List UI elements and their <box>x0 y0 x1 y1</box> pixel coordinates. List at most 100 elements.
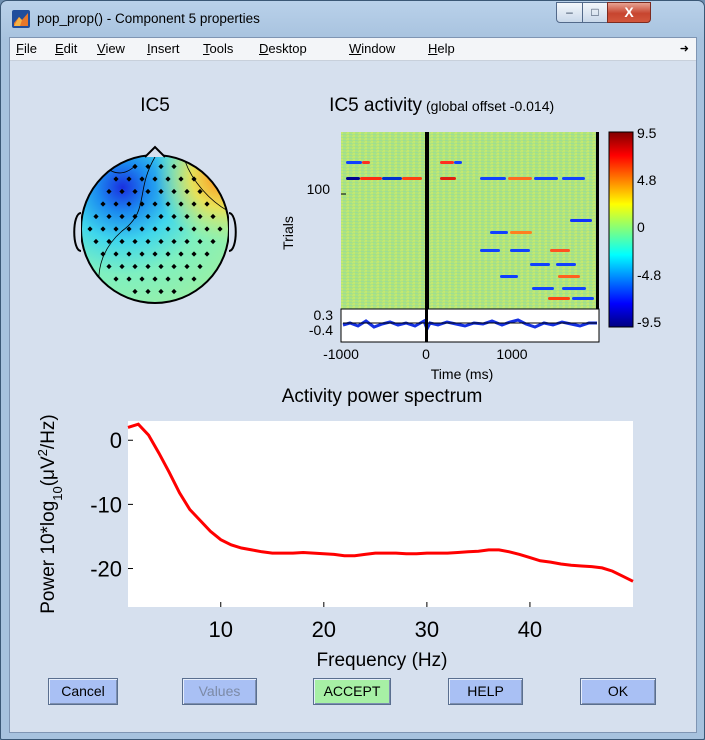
erp-trial-streak <box>530 263 550 266</box>
menu-tools[interactable]: Tools <box>203 41 234 56</box>
spectrum-ylabel: Power 10*log10(μV2/Hz) <box>35 414 65 614</box>
values-button[interactable]: Values <box>182 678 257 705</box>
electrode-dot <box>139 276 145 282</box>
electrode-dot <box>158 263 164 270</box>
accept-button[interactable]: ACCEPT <box>313 678 391 705</box>
spectrum-plot: 10 20 30 40 0 -10 -20 <box>90 421 634 642</box>
electrode-dot <box>165 276 171 282</box>
electrode-dot <box>100 226 106 232</box>
electrode-dot <box>165 251 171 257</box>
electrode-dot <box>100 201 106 207</box>
erp-trial-streak <box>534 177 558 180</box>
electrode-dot <box>106 213 112 220</box>
electrode-dot <box>171 263 177 270</box>
ok-button[interactable]: OK <box>580 678 656 705</box>
electrode-dot <box>145 163 151 170</box>
electrode-dot <box>145 263 151 270</box>
electrode-dot <box>204 251 210 257</box>
help-button[interactable]: HELP <box>448 678 523 705</box>
erp-trial-streak <box>510 249 530 252</box>
erp-trial-streak <box>548 297 570 300</box>
erp-ylabel: Trials <box>280 216 296 250</box>
arrow-icon[interactable]: ➜ <box>679 43 689 55</box>
electrode-dot <box>197 263 203 270</box>
menu-window[interactable]: Window <box>349 41 396 56</box>
erp-trial-streak <box>440 161 454 164</box>
electrode-dot <box>113 201 119 207</box>
erp-xtick-neg1000: -1000 <box>323 346 359 362</box>
electrode-dot <box>210 238 216 245</box>
erp-trial-streak <box>532 287 554 290</box>
electrode-dot <box>145 288 151 295</box>
erp-xtick-1000: 1000 <box>496 346 527 362</box>
electrode-dot <box>132 163 138 170</box>
electrode-dot <box>139 176 145 182</box>
erp-trial-streak <box>558 275 580 278</box>
electrode-dot <box>204 226 210 232</box>
colorbar-tick-4: -4.8 <box>637 267 661 283</box>
client-area: File Edit View Insert Tools Desktop Wind… <box>9 37 697 733</box>
topo-title: IC5 <box>140 95 170 116</box>
electrode-dot <box>191 176 197 182</box>
electrode-dot <box>106 263 112 270</box>
menu-view[interactable]: View <box>97 41 125 56</box>
electrode-dot <box>184 188 190 195</box>
erp-trace-plot <box>340 308 600 343</box>
electrode-dot <box>171 163 177 170</box>
window-title: pop_prop() - Component 5 properties <box>37 11 260 26</box>
menu-help[interactable]: Help <box>428 41 455 56</box>
colorbar <box>608 131 634 328</box>
minimize-button[interactable]: – <box>556 2 583 23</box>
electrode-dot <box>165 176 171 182</box>
menu-desktop[interactable]: Desktop <box>259 41 307 56</box>
electrode-dot <box>158 163 164 170</box>
erp-trial-streak <box>562 177 585 180</box>
electrode-dot <box>178 251 184 257</box>
y-tick-label: -20 <box>90 557 122 582</box>
electrode-dot <box>210 213 216 220</box>
x-tick-label: 40 <box>518 617 542 642</box>
electrode-dot <box>113 176 119 182</box>
erp-trial-streak <box>510 231 532 234</box>
electrode-dot <box>191 276 197 282</box>
electrode-dot <box>191 201 197 207</box>
electrode-dot <box>126 201 132 207</box>
electrode-dot <box>126 251 132 257</box>
electrode-dot <box>119 188 125 195</box>
title-bar[interactable]: pop_prop() - Component 5 properties – □ … <box>1 1 704 37</box>
x-tick-label: 10 <box>209 617 233 642</box>
maximize-button[interactable]: □ <box>582 2 608 23</box>
electrode-dot <box>152 226 158 232</box>
close-button[interactable]: X <box>607 2 651 23</box>
electrode-dot <box>126 226 132 232</box>
erp-trial-streak <box>360 177 382 180</box>
x-tick-label: 30 <box>415 617 439 642</box>
minimize-icon: – <box>566 5 573 19</box>
erp-subtitle: (global offset -0.014) <box>426 98 554 114</box>
electrode-dot <box>139 226 145 232</box>
electrode-dot <box>178 276 184 282</box>
matlab-logo-icon <box>12 10 30 28</box>
electrode-dot <box>184 213 190 220</box>
electrode-dot <box>152 176 158 182</box>
topography-map <box>73 145 237 304</box>
menu-edit[interactable]: Edit <box>55 41 78 56</box>
electrode-dot <box>171 188 177 195</box>
erp-ytick: 100 <box>307 181 331 197</box>
electrode-dot <box>132 188 138 195</box>
colorbar-tick-2: 4.8 <box>637 172 657 188</box>
electrode-dot <box>178 226 184 232</box>
electrode-dot <box>217 226 223 232</box>
electrode-dot <box>113 251 119 257</box>
electrode-dot <box>165 201 171 207</box>
erp-trial-streak <box>480 177 506 180</box>
menu-file[interactable]: File <box>16 41 37 56</box>
colorbar-tick-max: 9.5 <box>637 125 657 141</box>
erp-trial-streak <box>500 275 518 278</box>
electrode-dot <box>100 251 106 257</box>
menu-insert[interactable]: Insert <box>147 41 180 56</box>
erp-trial-streak <box>570 219 592 222</box>
erp-tick-bottom: -0.4 <box>309 322 333 338</box>
cancel-button[interactable]: Cancel <box>48 678 118 705</box>
erp-trial-streak <box>346 177 360 180</box>
